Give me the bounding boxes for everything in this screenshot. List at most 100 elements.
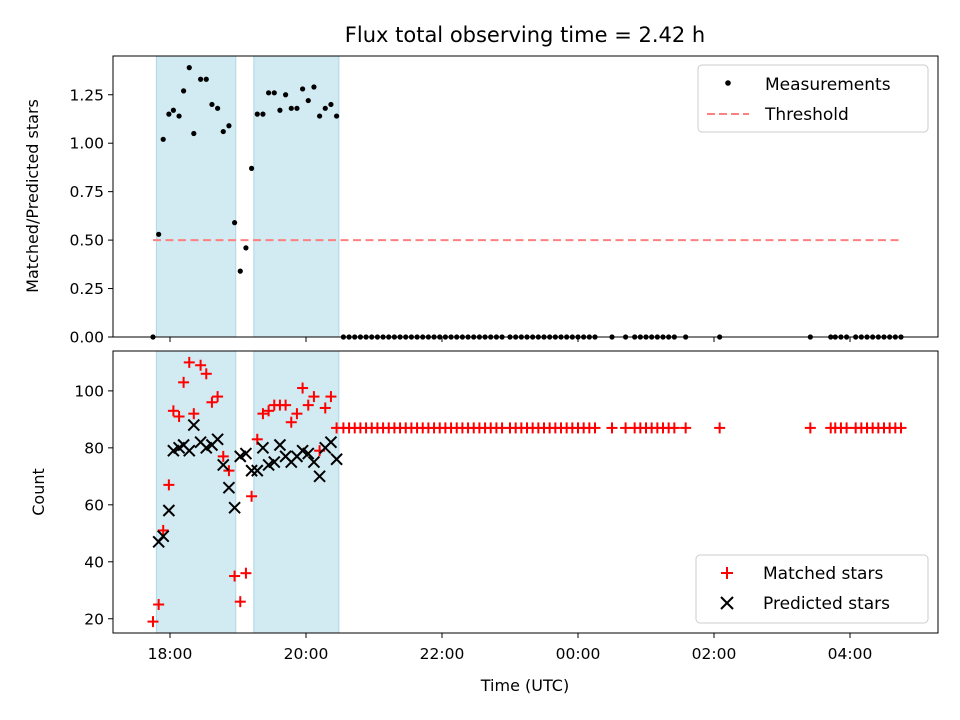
measurement-point [176, 113, 182, 119]
matched-star-point [895, 422, 907, 434]
matched-star-point [157, 524, 169, 536]
legend-predicted-marker [720, 596, 734, 610]
matched-star-point [308, 391, 320, 403]
predicted-star-point [187, 418, 201, 432]
predicted-star-point [302, 447, 315, 460]
matched-star-point [297, 382, 309, 394]
measurement-point [170, 107, 176, 113]
measurement-point [288, 105, 294, 111]
measurement-point [311, 84, 317, 90]
matched-star-point [153, 599, 165, 611]
y-tick-label: 1.00 [69, 135, 104, 153]
matched-star-point [178, 376, 190, 388]
y-tick-label: 0.75 [69, 183, 104, 201]
measurement-point [254, 111, 260, 117]
predicted-star-point [330, 453, 343, 466]
matched-star-point [319, 402, 331, 414]
predicted-star-point [256, 441, 270, 455]
measurement-point [271, 90, 277, 96]
matched-star-point [680, 422, 692, 434]
predicted-star-point [268, 455, 281, 469]
matched-star-point [173, 411, 185, 423]
predicted-star-point [313, 470, 326, 483]
top-y-ticks: 0.00 0.25 0.50 0.75 1.00 1.25 [69, 86, 113, 347]
matched-star-point [229, 570, 241, 582]
top-legend: Measurements Threshold [697, 64, 929, 133]
top-x-ticks [169, 337, 851, 342]
matched-star-point [183, 356, 195, 368]
matched-star-point [280, 399, 292, 411]
predicted-star-point [156, 529, 170, 543]
measurement-point [226, 123, 232, 129]
matched-star-point [714, 422, 726, 434]
measurement-point [220, 128, 226, 135]
bottom-plot-frame [112, 350, 939, 634]
x-tick-label: 04:00 [828, 645, 873, 663]
x-tick-label: 00:00 [556, 645, 601, 663]
measurement-point [237, 268, 243, 274]
shaded-interval-2 [253, 350, 340, 634]
predicted-star-point [211, 433, 224, 446]
predicted-star-point [162, 504, 176, 517]
predicted-star-point [251, 464, 264, 477]
measurement-point [249, 165, 255, 171]
matched-star-point [246, 490, 258, 502]
y-tick-label: 0.00 [69, 329, 104, 347]
matched-star-point [257, 408, 269, 420]
y-tick-label: 60 [84, 496, 104, 514]
matched-star-point [195, 359, 207, 371]
matched-star-point [223, 465, 235, 477]
measurement-point [160, 136, 166, 142]
predicted-star-point [324, 435, 338, 449]
predicted-star-point [228, 501, 241, 514]
matched-star-point [302, 399, 314, 411]
predicted-star-point [217, 458, 230, 472]
matched-star-point [325, 391, 337, 403]
shaded-interval-1 [155, 350, 237, 634]
predicted-star-point [307, 455, 321, 469]
x-axis-label: Time (UTC) [480, 676, 569, 695]
measurement-point [294, 105, 300, 111]
measurement-point [209, 101, 215, 108]
y-tick-label: 0.25 [69, 280, 104, 298]
matched-star-point [217, 450, 229, 462]
matched-star-point [212, 391, 224, 403]
matched-star-point [240, 567, 252, 579]
matched-star-point [285, 416, 297, 428]
y-tick-label: 40 [84, 553, 104, 571]
measurement-point [334, 113, 340, 119]
predicted-star-point [273, 438, 287, 452]
legend-matched-label: Matched stars [763, 564, 883, 584]
measurement-point [232, 220, 238, 226]
legend-measurements-label: Measurements [765, 75, 891, 95]
bottom-y-ticks: 20 40 60 80 100 [74, 382, 113, 628]
matched-star-point [263, 405, 275, 417]
measurement-point [283, 92, 289, 98]
measurement-point [215, 105, 221, 111]
matched-star-point [206, 396, 218, 408]
bottom-legend: Matched stars Predicted stars [695, 554, 929, 624]
shaded-interval-2 [253, 55, 340, 338]
y-tick-label: 20 [84, 610, 104, 628]
matched-star-point [147, 616, 159, 628]
measurement-point [243, 245, 249, 251]
top-plot-frame [112, 55, 939, 338]
measurement-point [198, 76, 204, 82]
matched-star-point [668, 422, 680, 434]
measurement-point [300, 86, 306, 92]
bottom-shaded-intervals [155, 350, 340, 634]
matched-star-point [234, 596, 246, 608]
predicted-star-point [245, 464, 258, 477]
matched-star-point [291, 408, 303, 420]
matched-star-point [200, 368, 212, 380]
legend-threshold-label: Threshold [764, 105, 849, 125]
matched-star-point [804, 422, 816, 434]
legend-measurements-marker [725, 80, 731, 86]
measurement-point [322, 105, 328, 111]
measurement-point [186, 65, 192, 71]
measurement-point [203, 76, 209, 82]
measurement-point [191, 130, 197, 137]
bottom-x-ticks: 18:00 20:00 22:00 00:00 02:00 04:00 [148, 633, 873, 663]
matched-star-point [167, 405, 179, 417]
